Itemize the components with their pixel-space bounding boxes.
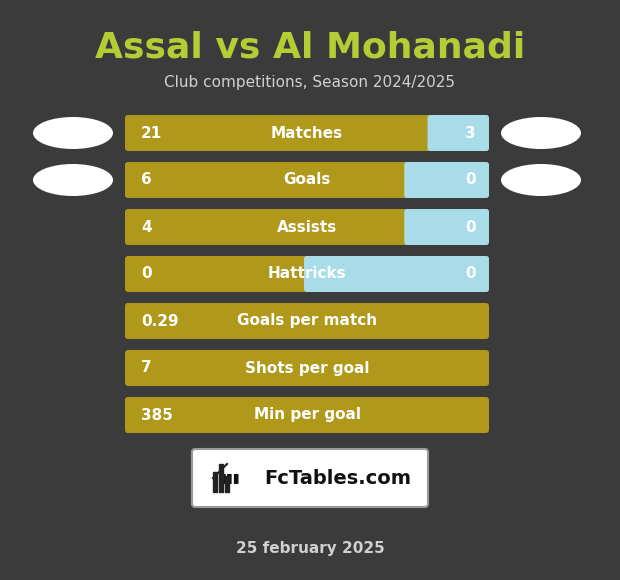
Text: 0: 0 xyxy=(466,219,476,234)
Text: Assists: Assists xyxy=(277,219,337,234)
Text: Assal vs Al Mohanadi: Assal vs Al Mohanadi xyxy=(95,31,525,65)
Text: 6: 6 xyxy=(141,172,152,187)
Text: Goals per match: Goals per match xyxy=(237,314,377,328)
FancyBboxPatch shape xyxy=(304,256,489,292)
FancyBboxPatch shape xyxy=(125,256,489,292)
FancyBboxPatch shape xyxy=(125,350,489,386)
Text: Club competitions, Season 2024/2025: Club competitions, Season 2024/2025 xyxy=(164,75,456,90)
Text: Hattricks: Hattricks xyxy=(268,266,347,281)
FancyBboxPatch shape xyxy=(125,303,489,339)
FancyBboxPatch shape xyxy=(125,209,489,245)
Text: 0: 0 xyxy=(466,172,476,187)
FancyBboxPatch shape xyxy=(125,162,489,198)
Text: 0: 0 xyxy=(466,266,476,281)
Ellipse shape xyxy=(501,117,581,149)
Text: Min per goal: Min per goal xyxy=(254,408,360,422)
Text: FcTables.com: FcTables.com xyxy=(264,469,411,488)
Text: 0.29: 0.29 xyxy=(141,314,179,328)
Text: Shots per goal: Shots per goal xyxy=(245,361,370,375)
Ellipse shape xyxy=(501,164,581,196)
Text: 25 february 2025: 25 february 2025 xyxy=(236,541,384,556)
Text: 21: 21 xyxy=(141,125,162,140)
Text: Matches: Matches xyxy=(271,125,343,140)
Text: 3: 3 xyxy=(466,125,476,140)
Bar xyxy=(219,464,223,492)
Bar xyxy=(225,476,229,492)
Text: ▮▮▮: ▮▮▮ xyxy=(219,472,241,484)
Bar xyxy=(213,472,217,492)
FancyBboxPatch shape xyxy=(428,115,489,151)
FancyBboxPatch shape xyxy=(125,397,489,433)
FancyBboxPatch shape xyxy=(125,115,489,151)
Text: Goals: Goals xyxy=(283,172,330,187)
Text: 4: 4 xyxy=(141,219,152,234)
Text: 385: 385 xyxy=(141,408,173,422)
FancyBboxPatch shape xyxy=(404,162,489,198)
Text: 7: 7 xyxy=(141,361,152,375)
Ellipse shape xyxy=(33,164,113,196)
Ellipse shape xyxy=(33,117,113,149)
FancyBboxPatch shape xyxy=(404,209,489,245)
FancyBboxPatch shape xyxy=(192,449,428,507)
Text: 0: 0 xyxy=(141,266,152,281)
